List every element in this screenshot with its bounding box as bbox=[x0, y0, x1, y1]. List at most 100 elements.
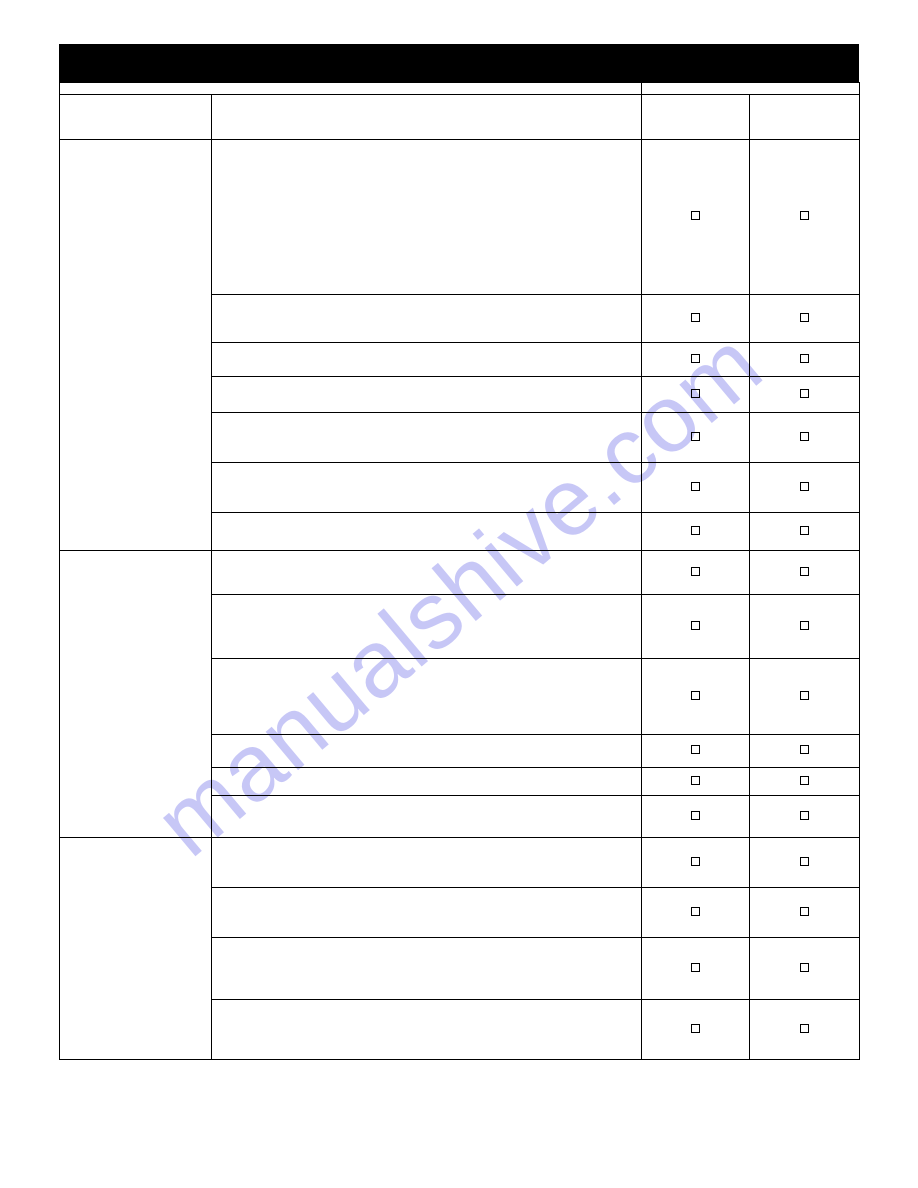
column-header bbox=[212, 95, 642, 140]
header-right bbox=[642, 83, 860, 95]
column-header bbox=[750, 95, 860, 140]
check-cell bbox=[642, 659, 750, 735]
checkbox-icon bbox=[800, 1024, 809, 1033]
check-cell bbox=[642, 551, 750, 595]
check-cell bbox=[750, 513, 860, 551]
description-cell bbox=[212, 513, 642, 551]
checkbox-icon bbox=[691, 432, 700, 441]
checkbox-icon bbox=[800, 857, 809, 866]
check-cell bbox=[642, 768, 750, 796]
check-cell bbox=[642, 735, 750, 768]
description-cell bbox=[212, 659, 642, 735]
description-cell bbox=[212, 1000, 642, 1060]
checkbox-icon bbox=[691, 482, 700, 491]
checkbox-icon bbox=[800, 567, 809, 576]
column-header bbox=[642, 95, 750, 140]
checkbox-icon bbox=[800, 526, 809, 535]
category-cell bbox=[60, 140, 212, 551]
checkbox-icon bbox=[800, 482, 809, 491]
checkbox-icon bbox=[800, 776, 809, 785]
check-cell bbox=[750, 413, 860, 463]
description-cell bbox=[212, 735, 642, 768]
check-cell bbox=[750, 551, 860, 595]
check-cell bbox=[750, 1000, 860, 1060]
check-cell bbox=[750, 796, 860, 838]
check-cell bbox=[642, 377, 750, 413]
description-cell bbox=[212, 343, 642, 377]
check-cell bbox=[750, 768, 860, 796]
check-cell bbox=[750, 295, 860, 343]
checkbox-icon bbox=[800, 389, 809, 398]
checkbox-icon bbox=[800, 621, 809, 630]
check-cell bbox=[750, 838, 860, 888]
description-cell bbox=[212, 551, 642, 595]
checkbox-icon bbox=[691, 907, 700, 916]
header-left bbox=[60, 83, 642, 95]
category-cell bbox=[60, 551, 212, 838]
description-cell bbox=[212, 463, 642, 513]
table-row bbox=[60, 551, 860, 595]
checkbox-icon bbox=[800, 811, 809, 820]
checkbox-icon bbox=[691, 811, 700, 820]
page-container bbox=[59, 44, 859, 1060]
description-cell bbox=[212, 768, 642, 796]
description-cell bbox=[212, 796, 642, 838]
check-cell bbox=[642, 343, 750, 377]
checkbox-icon bbox=[691, 1024, 700, 1033]
checkbox-icon bbox=[691, 857, 700, 866]
checkbox-icon bbox=[691, 776, 700, 785]
checkbox-icon bbox=[691, 526, 700, 535]
checkbox-icon bbox=[691, 745, 700, 754]
check-cell bbox=[642, 463, 750, 513]
check-cell bbox=[642, 796, 750, 838]
check-cell bbox=[750, 659, 860, 735]
check-cell bbox=[750, 377, 860, 413]
checklist-table bbox=[59, 82, 860, 1060]
check-cell bbox=[642, 595, 750, 659]
checkbox-icon bbox=[691, 389, 700, 398]
checkbox-icon bbox=[691, 567, 700, 576]
check-cell bbox=[642, 295, 750, 343]
check-cell bbox=[750, 938, 860, 1000]
checkbox-icon bbox=[691, 211, 700, 220]
table-row bbox=[60, 95, 860, 140]
check-cell bbox=[642, 513, 750, 551]
checkbox-icon bbox=[800, 432, 809, 441]
checkbox-icon bbox=[691, 621, 700, 630]
description-cell bbox=[212, 838, 642, 888]
description-cell bbox=[212, 377, 642, 413]
category-cell bbox=[60, 838, 212, 1060]
check-cell bbox=[750, 595, 860, 659]
table-row bbox=[60, 838, 860, 888]
title-bar bbox=[59, 44, 859, 82]
checkbox-icon bbox=[800, 354, 809, 363]
checkbox-icon bbox=[800, 963, 809, 972]
checkbox-icon bbox=[691, 313, 700, 322]
description-cell bbox=[212, 413, 642, 463]
checkbox-icon bbox=[800, 745, 809, 754]
check-cell bbox=[642, 938, 750, 1000]
check-cell bbox=[642, 888, 750, 938]
check-cell bbox=[750, 735, 860, 768]
checkbox-icon bbox=[800, 907, 809, 916]
description-cell bbox=[212, 888, 642, 938]
checkbox-icon bbox=[691, 963, 700, 972]
column-header bbox=[60, 95, 212, 140]
check-cell bbox=[750, 343, 860, 377]
checkbox-icon bbox=[691, 354, 700, 363]
checkbox-icon bbox=[691, 691, 700, 700]
checkbox-icon bbox=[800, 691, 809, 700]
description-cell bbox=[212, 595, 642, 659]
check-cell bbox=[642, 838, 750, 888]
description-cell bbox=[212, 295, 642, 343]
table-row bbox=[60, 83, 860, 95]
check-cell bbox=[642, 1000, 750, 1060]
description-cell bbox=[212, 938, 642, 1000]
description-cell bbox=[212, 140, 642, 295]
check-cell bbox=[750, 140, 860, 295]
checkbox-icon bbox=[800, 211, 809, 220]
check-cell bbox=[750, 463, 860, 513]
check-cell bbox=[750, 888, 860, 938]
checkbox-icon bbox=[800, 313, 809, 322]
table-row bbox=[60, 140, 860, 295]
